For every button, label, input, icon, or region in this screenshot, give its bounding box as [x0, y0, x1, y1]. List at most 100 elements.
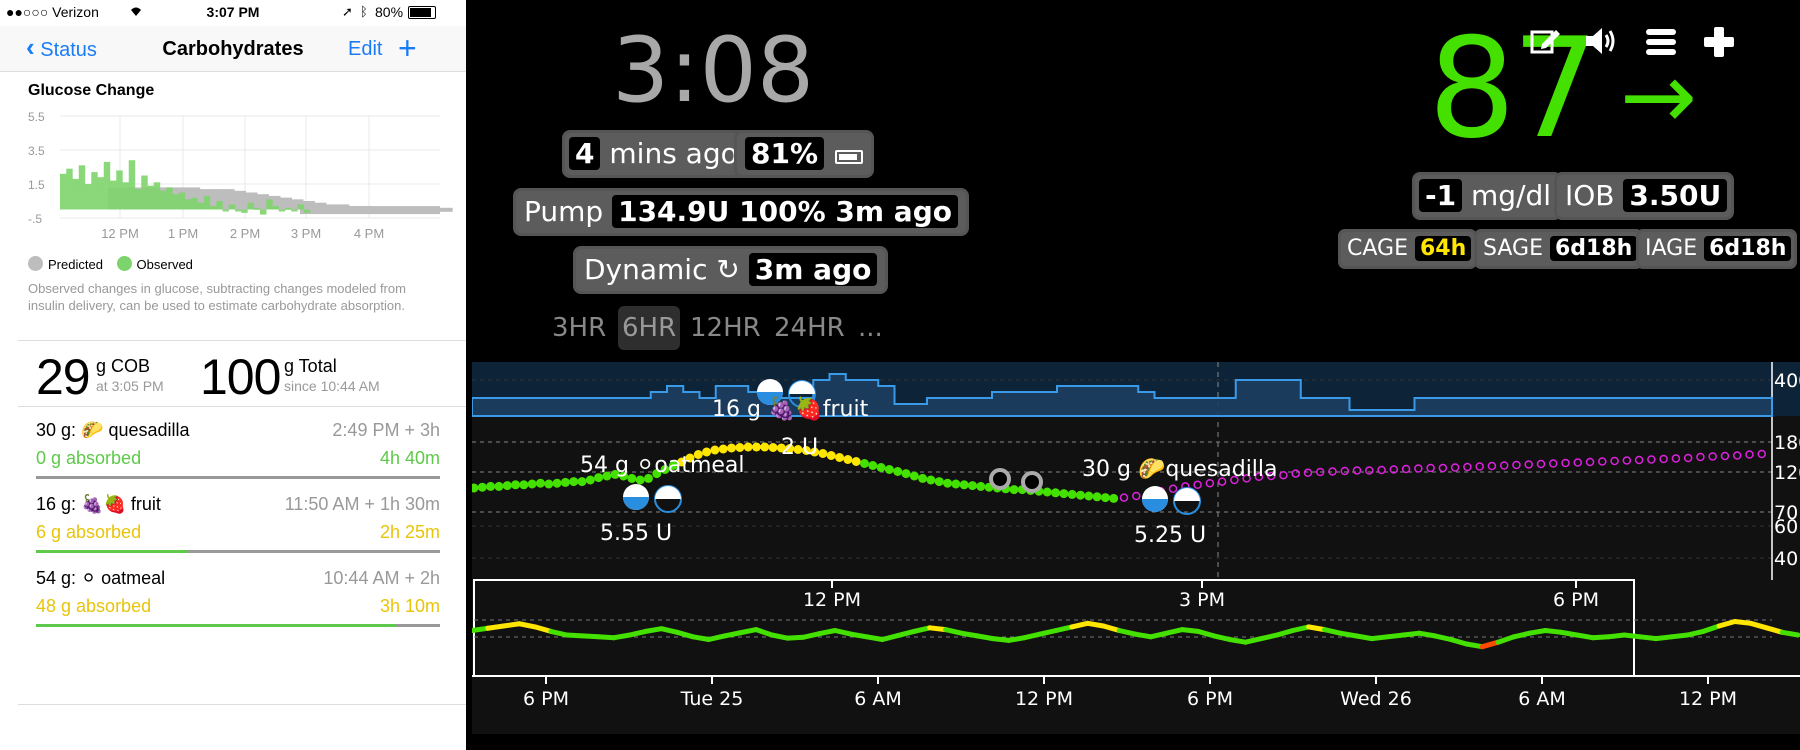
gc-observed-bar	[222, 209, 229, 212]
bg-reading-dot	[810, 447, 820, 457]
predicted-bg-dot	[1193, 480, 1202, 490]
predicted-bg-dot	[1610, 456, 1619, 466]
overview-segment	[1574, 632, 1596, 641]
last-reading-pill: 4 mins ago	[562, 130, 749, 178]
add-carbs-button[interactable]: +	[398, 30, 417, 66]
predicted-bg-dot	[1401, 464, 1411, 474]
range-tab-24hr[interactable]: 24HR	[774, 313, 845, 343]
bg-reading-dot	[1092, 492, 1102, 502]
bolus-marker	[1142, 486, 1201, 515]
gc-observed-bar	[197, 202, 204, 210]
bg-reading-dot	[610, 469, 620, 479]
range-tab-3hr[interactable]: 3HR	[552, 313, 607, 343]
carb-entry[interactable]: 30 g: 🌮 quesadilla 2:49 PM + 3h 0 g absorb…	[36, 414, 440, 484]
predicted-bg-dot	[1414, 464, 1423, 473]
overview-segment	[1637, 634, 1659, 642]
gc-observed-bar	[103, 161, 111, 210]
predicted-bg-dot	[1242, 474, 1251, 483]
predicted-bg-dot	[1573, 458, 1583, 467]
gc-predicted-bar	[303, 201, 315, 210]
carb-entry[interactable]: 54 g: ⚪ oatmeal 10:44 AM + 2h 48 g absorbe…	[36, 562, 440, 632]
bg-reading-dot	[560, 477, 570, 487]
gc-y-tick: 3.5	[28, 144, 45, 158]
overview-segment	[1779, 629, 1800, 638]
treatment-label-carbs: 30 g 🌮quesadilla	[1082, 456, 1278, 482]
range-tab-moremoremore[interactable]: ...	[858, 313, 883, 343]
carb-entry-absorbed: 6 g absorbed	[36, 522, 142, 542]
bg-reading-dot	[926, 475, 936, 485]
carb-entry-time: 10:44 AM + 2h	[323, 568, 440, 588]
gc-x-tick: 1 PM	[168, 226, 198, 241]
overview-segment	[1448, 637, 1469, 647]
predicted-bg-dot	[1377, 465, 1386, 475]
gc-predicted-bar	[245, 192, 258, 210]
gc-observed-bar	[110, 180, 117, 210]
plus-icon[interactable]	[1696, 22, 1742, 68]
overview-segment	[864, 634, 885, 642]
gc-predicted-bar	[257, 194, 270, 210]
overview-segment	[1479, 639, 1501, 650]
bg-reading-dot	[1109, 493, 1119, 503]
back-button[interactable]: ‹ Status	[26, 34, 97, 62]
gc-observed-bar	[160, 190, 167, 210]
total-carbs-unit: g Total	[284, 356, 337, 376]
treatment-label-bolus: 5.55 U	[600, 521, 672, 546]
glucose-change-caption: Observed changes in glucose, subtracting…	[28, 281, 406, 313]
glucose-chart[interactable]: 54 g ⚪oatmeal 16 g 🍇🍓fruit 30 g 🌮quesadill…	[472, 362, 1800, 750]
carb-entry-remaining: 2h 25m	[379, 522, 440, 542]
predicted-bg-dot	[1598, 457, 1607, 466]
overview-segment	[611, 632, 633, 641]
overview-segment	[1590, 634, 1612, 641]
gc-observed-bar	[178, 192, 186, 210]
carb-entry-absorbed: 0 g absorbed	[36, 448, 142, 468]
observed-dot-icon	[116, 256, 132, 271]
bottom-x-label: 12 PM	[1015, 688, 1073, 710]
overview-segment	[1464, 641, 1485, 650]
overview-segment	[769, 632, 791, 641]
predicted-bg-dot	[1524, 460, 1533, 469]
overview-segment	[627, 628, 649, 638]
overview-segment	[1306, 624, 1327, 633]
range-tab-12hr[interactable]: 12HR	[690, 313, 761, 343]
bg-reading-dot	[818, 449, 828, 458]
cage-pill: CAGE 64h	[1338, 229, 1478, 269]
loop-label: Dynamic ↻	[584, 253, 740, 286]
edit-button[interactable]: Edit	[348, 38, 383, 60]
carb-entry[interactable]: 16 g: 🍇🍓 fruit 11:50 AM + 1h 30m 6 g absor…	[36, 488, 440, 558]
y-tick-label: 180	[1774, 432, 1800, 454]
y-tick-label: 40	[1774, 548, 1798, 570]
overview-segment	[1495, 634, 1517, 645]
gc-observed-bar	[235, 209, 242, 212]
gc-observed-bar	[216, 201, 223, 210]
overview-segment	[643, 626, 664, 634]
overview-segment	[1258, 632, 1280, 642]
bg-reading-dot	[918, 473, 928, 483]
bg-reading-dot	[943, 478, 953, 488]
carb-entry-name: 54 g: ⚪ oatmeal	[36, 568, 166, 588]
gc-observed-bar	[128, 160, 136, 210]
top-x-label: 3 PM	[1179, 589, 1225, 611]
top-x-label: 6 PM	[1553, 589, 1599, 611]
overview-segment	[737, 627, 759, 636]
gc-observed-bar	[116, 170, 123, 210]
gc-x-tick: 12 PM	[101, 226, 139, 241]
iage-pill: IAGE 6d18h	[1636, 229, 1798, 269]
range-tab-6hr[interactable]: 6HR	[618, 306, 681, 350]
overview-segment	[1037, 628, 1059, 637]
pencil-icon[interactable]	[1522, 22, 1568, 68]
gc-x-tick: 4 PM	[354, 226, 384, 241]
battery-icon	[408, 6, 436, 19]
gc-observed-bar	[166, 187, 173, 210]
trend-arrow-icon: →	[1620, 43, 1698, 150]
wifi-icon	[128, 4, 144, 20]
carb-entry-name: 16 g: 🍇🍓 fruit	[36, 494, 161, 514]
menu-icon[interactable]	[1638, 22, 1684, 68]
phone-battery-pill: 81%	[734, 130, 874, 178]
overview-segment	[895, 628, 917, 638]
gc-observed-bar	[147, 185, 154, 210]
speaker-icon[interactable]	[1578, 22, 1624, 68]
predicted-bg-dot	[1732, 451, 1742, 460]
overview-segment	[1432, 633, 1454, 642]
overview-segment	[1416, 630, 1438, 639]
bg-reading-dot	[751, 442, 761, 452]
